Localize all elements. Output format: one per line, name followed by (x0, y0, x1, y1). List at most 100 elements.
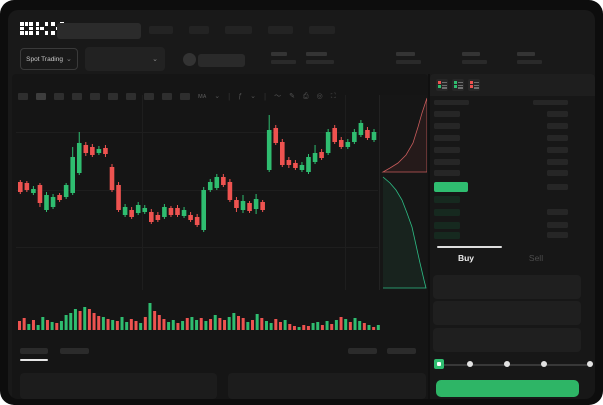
slider-stop-dot[interactable] (541, 361, 547, 367)
line-tool-icon[interactable]: 〜 (274, 92, 282, 100)
dash (474, 82, 479, 84)
ask-amount-placeholder[interactable] (547, 170, 568, 176)
book-view-both-icon[interactable] (436, 79, 448, 91)
market-type-selector[interactable]: Spot Trading ⌄ (20, 48, 78, 70)
logo-glyph (20, 22, 33, 35)
order-input-field[interactable] (433, 275, 581, 299)
depth-chart[interactable] (380, 95, 427, 290)
bid-price-placeholder[interactable] (434, 232, 460, 239)
ask-amount-placeholder[interactable] (547, 159, 568, 165)
bid-price-placeholder[interactable] (434, 222, 460, 229)
bid-price-placeholder[interactable] (434, 209, 460, 216)
ask-price-placeholder[interactable] (434, 135, 460, 141)
bid-price-placeholder[interactable] (434, 196, 460, 203)
settings-icon[interactable]: ◎ (316, 92, 323, 100)
cell (454, 81, 457, 84)
panel-divider (428, 74, 430, 399)
icon-cells (454, 81, 457, 89)
slider-stop-dot[interactable] (467, 361, 473, 367)
stat-label-placeholder (396, 52, 415, 56)
ask-amount-placeholder[interactable] (547, 123, 568, 129)
nav-item-placeholder[interactable] (268, 26, 293, 34)
volume-chart[interactable] (16, 298, 380, 332)
ask-price-placeholder[interactable] (434, 147, 460, 153)
cell (438, 85, 441, 88)
screenshot-icon[interactable]: ⎙ (302, 92, 309, 100)
fx-indicator-icon[interactable]: ƒ (238, 92, 243, 100)
icon-cells (438, 81, 441, 89)
bid-amount-placeholder[interactable] (547, 222, 568, 228)
stat-value-placeholder (396, 60, 421, 64)
nav-item-placeholder[interactable] (189, 26, 209, 34)
timeframe-button[interactable] (126, 92, 136, 100)
dash (458, 82, 463, 84)
pair-avatar (183, 53, 196, 66)
timeframe-button[interactable] (54, 92, 64, 100)
bottom-content-panel (20, 373, 217, 399)
ask-price-placeholder[interactable] (434, 111, 460, 117)
buy-submit-button[interactable] (436, 380, 579, 397)
ask-amount-placeholder[interactable] (547, 135, 568, 141)
pair-name-placeholder (198, 54, 245, 67)
book-view-asks-icon[interactable] (468, 79, 480, 91)
tab-buy[interactable]: Buy (457, 253, 475, 263)
book-view-bids-icon[interactable] (452, 79, 464, 91)
ask-amount-placeholder[interactable] (547, 111, 568, 117)
timeframe-button[interactable] (72, 92, 82, 100)
timeframe-button[interactable] (162, 92, 172, 100)
cell (438, 81, 441, 84)
timeframe-button[interactable] (144, 92, 154, 100)
bottom-tab-placeholder[interactable] (20, 348, 48, 354)
amount-slider-track[interactable] (436, 364, 590, 366)
bottom-tab-placeholder[interactable] (60, 348, 89, 354)
draw-tool-icon[interactable]: ✎ (289, 92, 295, 100)
amount-slider-handle[interactable] (434, 359, 444, 369)
bottom-tab-underline (20, 359, 48, 361)
dash (442, 87, 447, 89)
ask-price-placeholder[interactable] (434, 123, 460, 129)
bottom-tab-placeholder[interactable] (348, 348, 377, 354)
bottom-content-panel (228, 373, 426, 399)
ask-price-placeholder[interactable] (434, 159, 460, 165)
candlestick-chart[interactable] (16, 95, 378, 290)
ticker-stat (271, 52, 296, 64)
nav-item-placeholder[interactable] (225, 26, 252, 34)
timeframe-button[interactable] (90, 92, 100, 100)
bid-amount-placeholder[interactable] (547, 209, 568, 215)
stat-value-placeholder (271, 60, 296, 64)
ask-amount-placeholder[interactable] (547, 184, 568, 190)
indicator-ma-icon[interactable]: ᴍᴀ (198, 92, 207, 100)
chart-panel: ᴍᴀ ⌄ | ƒ ⌄ | 〜 ✎ ⎙ ◎ ⛶ (12, 74, 428, 399)
chevron-down-icon[interactable]: ⌄ (214, 92, 221, 100)
bid-amount-placeholder[interactable] (547, 232, 568, 238)
timeframe-button[interactable] (180, 92, 190, 100)
last-price-badge[interactable] (434, 182, 468, 192)
cell (470, 81, 473, 84)
ticker-stat (462, 52, 487, 64)
order-input-field[interactable] (433, 301, 581, 325)
ticker-stat (396, 52, 421, 64)
ask-amount-placeholder[interactable] (547, 147, 568, 153)
timeframe-button[interactable] (36, 92, 46, 100)
stat-label-placeholder (271, 52, 287, 56)
fullscreen-icon[interactable]: ⛶ (330, 92, 336, 100)
search-input[interactable] (57, 23, 141, 39)
icon-dashes (458, 81, 463, 89)
ask-price-placeholder[interactable] (434, 170, 460, 176)
orderbook-trade-panel: Buy Sell (430, 74, 595, 399)
chevron-down-icon[interactable]: ⌄ (250, 92, 257, 100)
active-tab-indicator (437, 246, 502, 248)
tab-sell[interactable]: Sell (528, 253, 544, 263)
order-input-field[interactable] (433, 328, 581, 352)
slider-stop-dot[interactable] (587, 361, 593, 367)
pair-selector-dropdown[interactable]: ⌄ (85, 47, 165, 71)
market-type-label: Spot Trading (26, 55, 63, 63)
timeframe-button[interactable] (18, 92, 28, 100)
slider-stop-dot[interactable] (504, 361, 510, 367)
nav-item-placeholder[interactable] (309, 26, 335, 34)
cell (470, 85, 473, 88)
timeframe-button[interactable] (108, 92, 118, 100)
nav-item-placeholder[interactable] (149, 26, 173, 34)
bottom-tab-placeholder[interactable] (387, 348, 416, 354)
icon-dashes (442, 81, 447, 89)
